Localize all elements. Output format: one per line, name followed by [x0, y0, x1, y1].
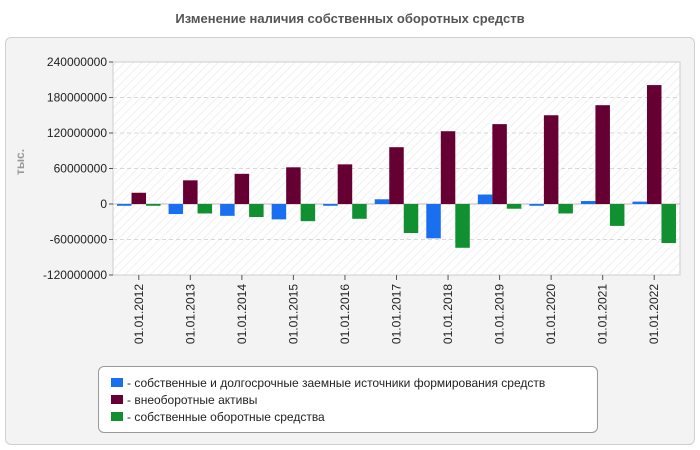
- bar-series-3: [506, 204, 522, 209]
- y-tick-label: -60000000: [50, 233, 108, 247]
- bar-series-1: [323, 204, 338, 206]
- bar-series-3: [609, 204, 625, 226]
- bar-series-3: [352, 204, 367, 219]
- bar-series-1: [580, 201, 596, 204]
- x-tick-label: 01.01.2012: [132, 284, 146, 344]
- legend: - собственные и долгосрочные заемные ист…: [98, 366, 598, 433]
- bar-series-3: [455, 204, 470, 248]
- legend-label-noncurrent-assets: - внеоборотные активы: [127, 392, 258, 407]
- bar-series-2: [337, 164, 353, 204]
- bar-series-3: [197, 204, 213, 214]
- bar-series-1: [117, 204, 132, 206]
- y-tick-label: 120000000: [47, 126, 107, 140]
- legend-swatch-working-capital: [111, 412, 123, 421]
- legend-label-sources: - собственные и долгосрочные заемные ист…: [127, 375, 546, 390]
- x-tick-label: 01.01.2015: [286, 284, 300, 344]
- bar-series-1: [426, 204, 441, 239]
- y-axis: 240000000 180000000 120000000 60000000 0 -600…: [43, 55, 113, 282]
- bar-series-3: [403, 204, 419, 233]
- bar-series-2: [286, 167, 301, 204]
- x-tick-label: 01.01.2021: [596, 284, 610, 344]
- bar-series-1: [220, 204, 235, 216]
- bar-series-1: [168, 204, 184, 215]
- bar-series-2: [234, 173, 250, 204]
- x-tick-label: 01.01.2019: [493, 284, 507, 344]
- x-axis: 01.01.2012 01.01.2013 01.01.2014 01.01.2015…: [132, 275, 661, 344]
- x-tick-label: 01.01.2013: [183, 284, 197, 344]
- y-axis-label: тыс.: [13, 149, 27, 175]
- x-tick-label: 01.01.2018: [441, 284, 455, 344]
- legend-item-noncurrent-assets: - внеоборотные активы: [99, 391, 597, 408]
- bar-series-2: [646, 85, 662, 204]
- y-tick-label: 0: [100, 197, 107, 211]
- bar-series-2: [131, 192, 147, 204]
- bar-series-2: [183, 180, 198, 204]
- bars: [117, 85, 676, 248]
- bar-series-1: [632, 201, 647, 204]
- bar-series-2: [440, 131, 456, 204]
- bar-series-3: [300, 204, 316, 222]
- bar-series-1: [529, 204, 544, 206]
- x-tick-label: 01.01.2020: [544, 284, 558, 344]
- y-tick-label: 180000000: [47, 91, 107, 105]
- bar-series-3: [146, 204, 161, 206]
- y-tick-label: 60000000: [54, 162, 108, 176]
- legend-swatch-sources: [111, 378, 123, 387]
- y-tick-label: 240000000: [47, 55, 107, 69]
- legend-swatch-noncurrent-assets: [111, 395, 123, 404]
- x-tick-label: 01.01.2014: [235, 284, 249, 344]
- legend-item-working-capital: - собственные оборотные средства: [99, 408, 597, 425]
- bar-series-1: [271, 204, 287, 220]
- chart-title: Изменение наличия собственных оборотных …: [175, 11, 525, 26]
- legend-item-sources: - собственные и долгосрочные заемные ист…: [99, 374, 597, 391]
- x-tick-label: 01.01.2016: [338, 284, 352, 344]
- bar-series-3: [558, 204, 573, 214]
- legend-label-working-capital: - собственные оборотные средства: [127, 409, 325, 424]
- bar-series-2: [492, 124, 507, 204]
- bar-series-3: [249, 204, 264, 218]
- bar-series-1: [477, 194, 493, 204]
- y-tick-label: -120000000: [43, 268, 107, 282]
- bar-series-2: [389, 147, 404, 204]
- x-tick-label: 01.01.2017: [390, 284, 404, 344]
- bar-series-3: [661, 204, 676, 244]
- bar-series-1: [374, 199, 390, 204]
- bar-series-2: [543, 115, 559, 204]
- x-tick-label: 01.01.2022: [647, 284, 661, 344]
- bar-series-2: [595, 105, 610, 204]
